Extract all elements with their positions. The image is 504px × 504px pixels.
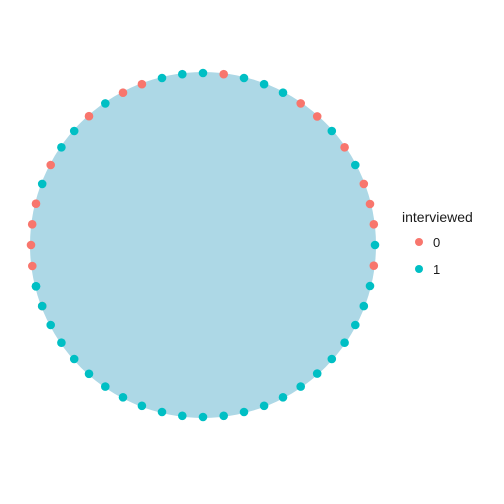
node-point-interviewed-1: [57, 338, 66, 348]
node-point-interviewed-1: [327, 126, 337, 136]
node-point-interviewed-0: [296, 99, 306, 108]
node-point-interviewed-1: [370, 240, 380, 250]
node-point-interviewed-0: [28, 261, 37, 271]
node-point-interviewed-0: [219, 69, 228, 79]
legend-label-1: 1: [433, 262, 440, 277]
node-point-interviewed-1: [69, 126, 79, 136]
node-point-interviewed-1: [57, 143, 66, 152]
node-point-interviewed-0: [26, 240, 36, 250]
node-point-interviewed-1: [37, 301, 47, 311]
node-point-interviewed-1: [46, 320, 55, 330]
node-point-interviewed-1: [178, 411, 187, 421]
node-point-interviewed-1: [84, 369, 94, 379]
node-point-interviewed-1: [219, 411, 228, 421]
circle-area: [30, 72, 376, 418]
legend-key-1: [415, 265, 423, 273]
node-point-interviewed-1: [101, 99, 110, 108]
node-point-interviewed-1: [351, 320, 360, 330]
node-point-interviewed-1: [31, 282, 41, 291]
node-point-interviewed-0: [340, 143, 349, 152]
node-points: [26, 68, 380, 422]
node-point-interviewed-1: [312, 369, 322, 378]
node-point-interviewed-1: [198, 68, 208, 78]
node-point-interviewed-1: [137, 401, 147, 411]
node-point-interviewed-1: [37, 179, 47, 189]
node-point-interviewed-1: [157, 407, 167, 417]
node-point-interviewed-1: [239, 73, 249, 83]
legend-label-0: 0: [433, 235, 440, 250]
node-point-interviewed-1: [278, 393, 288, 402]
node-point-interviewed-0: [31, 199, 41, 208]
node-point-interviewed-1: [296, 382, 306, 391]
node-point-interviewed-0: [369, 261, 379, 271]
node-point-interviewed-1: [101, 382, 110, 391]
node-point-interviewed-0: [27, 220, 37, 229]
node-point-interviewed-1: [198, 412, 208, 422]
node-point-interviewed-1: [359, 301, 369, 311]
node-point-interviewed-1: [259, 401, 269, 411]
node-point-interviewed-1: [365, 281, 375, 291]
node-point-interviewed-0: [84, 111, 94, 121]
node-point-interviewed-1: [340, 338, 349, 348]
legend-title: interviewed: [402, 209, 473, 225]
node-point-interviewed-0: [137, 79, 147, 89]
node-point-interviewed-0: [118, 88, 128, 97]
node-point-interviewed-1: [351, 160, 360, 170]
node-point-interviewed-0: [359, 179, 369, 189]
node-point-interviewed-1: [239, 407, 249, 417]
node-point-interviewed-1: [327, 354, 337, 364]
node-point-interviewed-1: [259, 79, 269, 89]
legend: interviewed 0 1: [402, 209, 473, 277]
node-point-interviewed-1: [178, 69, 187, 79]
node-point-interviewed-1: [157, 73, 167, 83]
node-point-interviewed-1: [118, 393, 128, 402]
node-point-interviewed-1: [69, 354, 79, 364]
node-point-interviewed-1: [278, 88, 288, 97]
node-point-interviewed-0: [369, 220, 379, 229]
node-point-interviewed-0: [312, 112, 322, 121]
node-point-interviewed-0: [46, 160, 55, 170]
node-point-interviewed-0: [365, 199, 375, 209]
legend-key-0: [415, 238, 423, 246]
